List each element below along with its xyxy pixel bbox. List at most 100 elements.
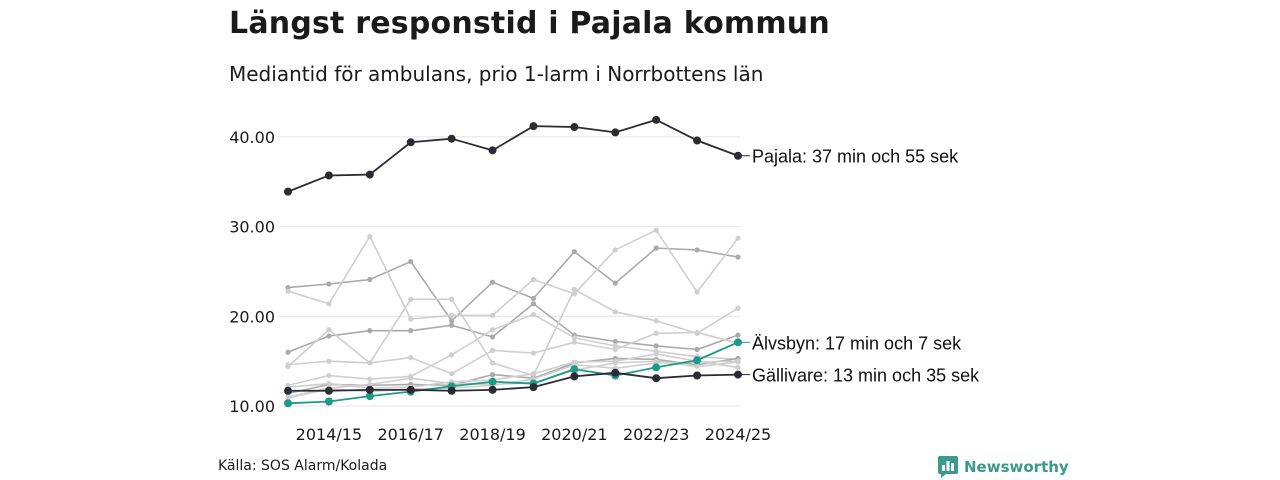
other-municipality-10-point bbox=[653, 358, 659, 364]
other-municipality-3-point bbox=[694, 289, 700, 295]
gallivare-point bbox=[488, 385, 497, 394]
other-municipality-4-point bbox=[612, 309, 618, 315]
other-municipality-4-line bbox=[287, 288, 739, 377]
other-municipality-4-point bbox=[449, 296, 455, 302]
other-municipality-5-point bbox=[489, 347, 496, 353]
pajala-point bbox=[324, 171, 333, 180]
other-municipality-10-point bbox=[735, 359, 741, 365]
other-municipality-5-point bbox=[530, 350, 537, 356]
chart-subtitle: Mediantid för ambulans, prio 1-larm i No… bbox=[229, 62, 764, 86]
other-municipality-2-point bbox=[367, 328, 373, 334]
other-municipality-6-point bbox=[449, 352, 455, 358]
alvsbyn-point bbox=[284, 399, 292, 408]
gallivare-point bbox=[365, 385, 374, 394]
pajala-point bbox=[406, 138, 415, 147]
other-municipality-1-series bbox=[285, 245, 741, 324]
pajala-point bbox=[570, 123, 579, 132]
gallivare-point bbox=[324, 386, 333, 395]
other-municipality-2-point bbox=[694, 346, 700, 353]
other-municipality-1-point bbox=[326, 281, 332, 287]
other-municipality-1-point bbox=[367, 276, 373, 283]
other-municipality-10-point bbox=[285, 394, 291, 400]
gallivare-point bbox=[652, 374, 661, 383]
alvsbyn-point bbox=[734, 338, 742, 347]
pajala-point bbox=[488, 146, 497, 155]
other-municipality-3-point bbox=[285, 288, 291, 294]
x-tick-label: 2024/25 bbox=[705, 425, 771, 444]
y-axis-ticks: 10.00 20.00 30.00 40.00 bbox=[229, 128, 275, 416]
series-end-labels: Pajala: 37 min och 55 sek Älvsbyn: 17 min… bbox=[740, 147, 980, 386]
other-municipality-6-point bbox=[489, 327, 496, 333]
alvsbyn-point bbox=[365, 392, 374, 401]
pajala-series bbox=[284, 115, 742, 196]
other-municipality-10-point bbox=[612, 360, 618, 366]
pajala-point bbox=[734, 151, 742, 160]
other-municipality-2-point bbox=[408, 328, 414, 334]
other-municipality-8-point bbox=[530, 371, 537, 377]
other-municipality-7-point bbox=[489, 372, 496, 378]
other-municipality-10-point bbox=[367, 381, 373, 388]
alvsbyn-line bbox=[287, 341, 739, 405]
other-municipality-2-series bbox=[285, 301, 741, 355]
other-municipality-5-point bbox=[367, 360, 373, 366]
gallivare-point bbox=[406, 385, 415, 394]
alvsbyn-point bbox=[570, 365, 579, 374]
other-municipality-4-point bbox=[735, 305, 741, 311]
other-municipality-3-point bbox=[735, 235, 741, 241]
y-tick-label: 10.00 bbox=[229, 397, 275, 416]
other-municipality-1-point bbox=[408, 258, 414, 265]
other-municipality-3-point bbox=[489, 312, 496, 319]
x-tick-label: 2014/15 bbox=[296, 425, 362, 444]
gallivare-point bbox=[693, 371, 702, 380]
other-municipality-2-point bbox=[285, 349, 291, 355]
gallivare-point bbox=[734, 370, 742, 379]
pajala-point bbox=[365, 170, 374, 179]
alvsbyn-point bbox=[693, 356, 702, 365]
other-municipality-3-point bbox=[653, 227, 659, 233]
other-municipality-3-line bbox=[287, 229, 739, 320]
line-chart: 10.00 20.00 30.00 40.00 2014/15 2016/17 2018/… bbox=[229, 115, 980, 444]
other-municipality-1-point bbox=[612, 280, 618, 286]
other-municipality-5-line bbox=[287, 331, 739, 375]
other-municipality-4-point bbox=[489, 360, 496, 366]
chart-title: Längst responstid i Pajala kommun bbox=[229, 6, 830, 41]
gallivare-line bbox=[288, 371, 739, 392]
other-municipality-3-point bbox=[367, 233, 373, 240]
y-tick-label: 20.00 bbox=[229, 307, 275, 326]
newsworthy-logo: Newsworthy bbox=[938, 456, 1069, 478]
gallivare-end-label: Gällivare: 13 min och 35 sek bbox=[752, 366, 980, 386]
other-municipality-5-point bbox=[408, 354, 414, 361]
grid-layer bbox=[278, 136, 740, 407]
gallivare-point bbox=[447, 386, 456, 395]
other-municipality-4-point bbox=[408, 296, 414, 302]
other-municipality-1-point bbox=[571, 249, 577, 255]
pajala-line bbox=[287, 118, 739, 193]
other-municipality-2-point bbox=[653, 343, 659, 349]
x-tick-label: 2016/17 bbox=[377, 425, 443, 444]
other-municipality-5-point bbox=[694, 329, 700, 336]
other-municipality-3-point bbox=[530, 276, 537, 283]
other-municipality-2-point bbox=[735, 332, 741, 338]
gallivare-point bbox=[611, 368, 620, 377]
newsworthy-logo-icon bbox=[938, 456, 958, 478]
pajala-point bbox=[529, 122, 538, 131]
other-municipality-2-line bbox=[287, 302, 739, 353]
x-tick-label: 2022/23 bbox=[623, 425, 689, 444]
gallivare-series bbox=[284, 368, 742, 395]
other-municipality-5-point bbox=[449, 371, 455, 377]
other-municipality-10-point bbox=[694, 363, 700, 370]
other-municipality-3-point bbox=[326, 301, 332, 307]
other-municipalities-series bbox=[285, 227, 741, 401]
other-municipality-2-point bbox=[612, 338, 618, 345]
pajala-point bbox=[693, 136, 702, 145]
other-municipality-6-point bbox=[612, 343, 618, 349]
x-axis-ticks: 2014/15 2016/17 2018/19 2020/21 2022/23 2024/… bbox=[296, 425, 772, 444]
other-municipality-1-point bbox=[449, 318, 455, 324]
other-municipality-1-point bbox=[735, 254, 741, 260]
other-municipality-4-point bbox=[571, 286, 577, 292]
other-municipality-5-point bbox=[571, 339, 577, 345]
other-municipality-6-point bbox=[367, 376, 373, 382]
other-municipality-6-point bbox=[326, 372, 332, 379]
gallivare-point bbox=[570, 372, 579, 381]
newsworthy-logo-text: Newsworthy bbox=[964, 458, 1069, 476]
